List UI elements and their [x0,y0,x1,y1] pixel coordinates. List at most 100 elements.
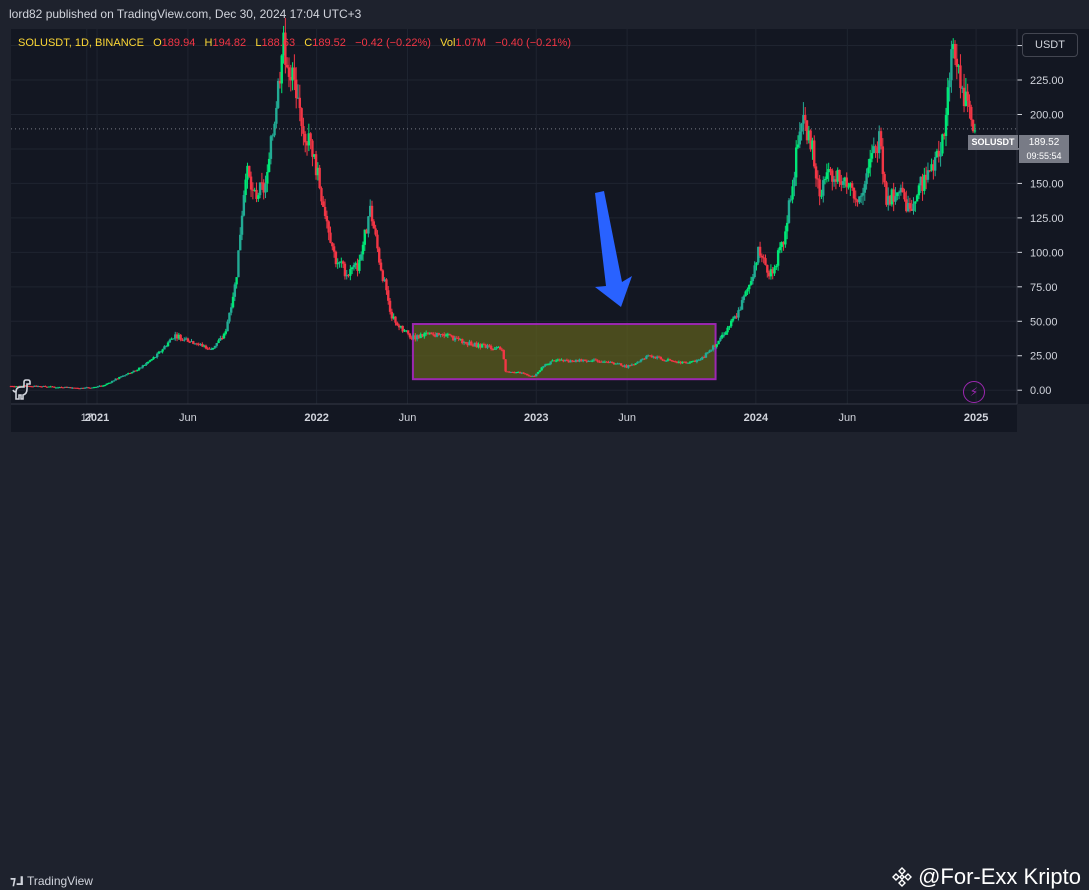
candle-body [489,346,493,350]
candle-body [275,107,278,124]
candle-body [935,150,939,158]
tradingview-logo[interactable]: ⁊⅃ TradingView [10,874,93,888]
candle-body [145,362,148,366]
candle-body [614,363,617,365]
candle-body [13,386,16,388]
candle-body [424,332,428,334]
candle-body [802,115,805,124]
candle-body [9,386,13,388]
candle-body [107,382,110,384]
candle-body [349,269,352,276]
candle-body [807,130,811,141]
lightning-icon[interactable]: ⚡ [963,381,985,403]
candle-body [933,157,937,171]
x-tick-label: 2022 [304,412,328,424]
x-tick-label: Jun [399,412,417,424]
candle-body [681,361,684,364]
candle-body [739,309,742,311]
candle-body [937,150,940,157]
candle-body [569,360,572,363]
candle-body [699,359,702,361]
candle-body [352,264,356,268]
candle-body [305,142,309,146]
published-info: lord82 published on TradingView.com, Dec… [9,7,362,21]
candle-body [908,203,912,209]
x-tick-label: 2025 [964,412,988,424]
candle-body [475,342,478,348]
candle-body [80,387,83,389]
tradingview-logo-icon: ⁊⅃ [10,874,24,888]
candle-body [755,262,758,266]
candle-body [345,274,348,277]
candle-body [423,333,426,337]
candle-body [711,345,715,350]
header-bar: lord82 published on TradingView.com, Dec… [0,0,1089,28]
candle-body [538,370,542,373]
candle-body [663,360,666,362]
candle-body [558,359,561,361]
candle-body [397,325,401,328]
candle-body [742,296,746,301]
candle-body [239,234,242,251]
candle-body [896,192,899,197]
price-axis[interactable] [1017,29,1089,404]
candle-body [152,357,155,360]
candle-body [632,364,635,366]
candle-body [973,130,977,132]
currency-button[interactable]: USDT [1022,33,1078,57]
candle-body [387,290,390,301]
candle-body [796,144,800,148]
candle-body [522,372,525,374]
candle-body [930,164,933,171]
candle-body [769,269,773,277]
candle-body [944,115,948,136]
candle-body [502,350,505,360]
time-axis[interactable] [11,404,1017,432]
candle-body [56,387,60,389]
candle-body [574,359,578,362]
candle-body [661,359,664,361]
candle-body [789,199,792,201]
candle-body [320,188,323,202]
candle-body [811,140,814,150]
candle-body [695,360,699,362]
candle-body [637,361,641,363]
candle-body [186,338,190,342]
candle-body [771,269,774,274]
candle-body [331,242,334,247]
candle-body [44,386,47,388]
candle-body [87,387,90,389]
candle-body [249,176,253,190]
candle-body [285,64,289,68]
dino-icon[interactable] [10,378,34,402]
candle-body [677,361,681,363]
candle-body [255,189,258,199]
candle-body [27,385,31,387]
candle-body [823,178,827,181]
candle-body [92,387,96,389]
candle-body [511,371,514,373]
candle-body [318,167,321,189]
candle-body [433,334,437,337]
candle-body [136,369,139,371]
candle-body [529,375,533,377]
candle-body [293,67,296,80]
candle-body [946,87,950,116]
candle-body [798,131,801,145]
candle-body [237,250,240,278]
candle-body [340,261,343,263]
candle-body [646,355,650,357]
candle-body [702,357,706,359]
candle-body [576,359,579,362]
footer-bar: ⁊⅃ TradingView @For-Exx Kripto [0,432,1089,889]
candle-body [100,385,103,387]
candle-body [287,67,291,77]
candle-body [181,339,184,341]
candle-body [76,387,79,389]
candle-body [847,186,850,188]
candle-body [526,373,529,376]
candle-body [704,353,708,358]
candle-body [172,338,175,340]
candle-body [533,375,536,377]
candle-body [96,386,99,388]
